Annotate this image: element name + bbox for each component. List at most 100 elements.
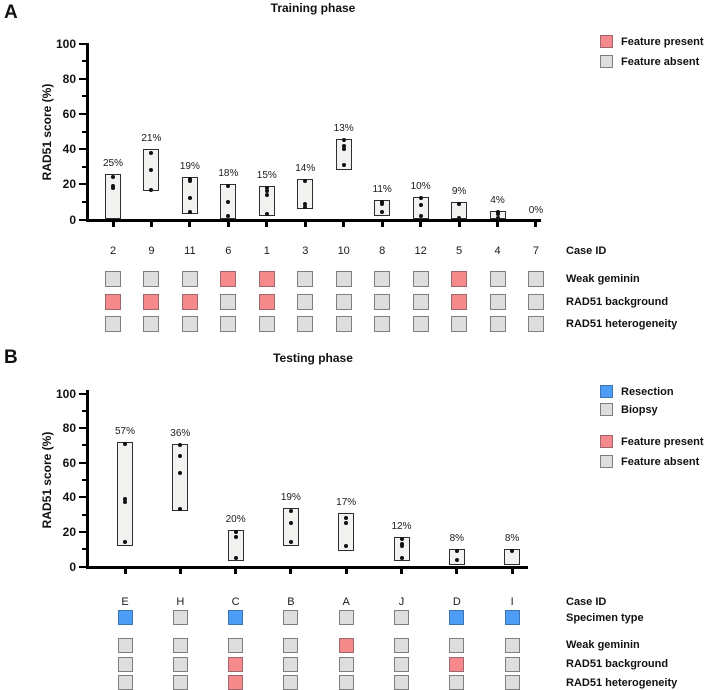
bar-value-label: 19% [179,161,200,173]
case-id-label: A [342,596,350,608]
panel-a-title: Training phase [270,1,356,15]
bar-value-label: 12% [391,521,412,533]
data-point [178,443,183,448]
data-point [233,555,238,560]
x-tick [342,222,346,227]
data-point [178,453,183,458]
legend-label: Feature absent [621,56,700,68]
feature-square-absent [283,656,299,672]
x-tick [496,222,499,227]
data-point [264,212,269,217]
y-tick-label: 40 [62,142,76,157]
feature-square-absent [220,293,237,310]
feature-square-absent [412,316,429,332]
feature-square-absent [283,637,299,653]
data-point [380,201,385,206]
feature-square-absent [374,293,391,310]
bar-case-E [117,441,133,546]
feature-square-present [220,271,237,287]
feature-square-absent [105,316,121,332]
feature-square-absent [117,675,133,690]
x-tick [178,569,182,574]
data-point [149,187,154,192]
feature-square-absent [412,293,429,310]
case-id-label: 10 [337,245,350,257]
data-point [123,441,127,446]
data-point [178,507,183,512]
feature-square-absent [412,271,429,287]
data-point [123,497,127,502]
feature-row-label: RAD51 background [566,658,669,670]
data-point [341,143,346,148]
case-id-label: 7 [532,245,539,257]
feature-square-present [143,293,160,310]
data-point [495,212,500,217]
feature-square-absent [172,637,188,653]
data-point [303,178,308,183]
y-tick-label: 40 [62,490,76,505]
y-minor-tick [82,60,86,63]
feature-square-absent [181,316,198,332]
x-tick [400,569,403,574]
feature-square-absent [172,656,188,672]
y-minor-tick [82,95,86,98]
data-point [303,201,308,206]
legend-label: Feature present [621,436,704,448]
feature-square-absent [143,271,160,287]
x-tick [344,569,348,574]
feature-square-absent [117,656,133,672]
feature-square-absent [335,271,352,287]
feature-square-biopsy [394,610,409,625]
y-minor-tick [82,130,86,133]
data-point [288,540,293,545]
data-point [111,185,115,190]
bar-value-label: 17% [336,496,357,508]
panel-b-title: Testing phase [273,351,353,365]
data-point [288,521,293,526]
case-id-label: 1 [263,245,270,257]
feature-square-resection [228,610,244,625]
data-point [149,150,154,155]
bar-value-label: 36% [170,427,191,439]
data-point [264,189,269,194]
y-major-tick [79,392,86,395]
case-id-label: D [452,596,461,608]
x-axis [86,219,541,222]
data-point [344,521,349,526]
y-tick-label: 60 [62,455,76,470]
data-point [418,196,423,201]
y-minor-tick [82,513,86,516]
bar-value-label: 0% [528,204,544,216]
feature-square-absent [181,271,198,287]
feature-square-absent [220,316,237,332]
data-point [341,138,346,143]
bar-value-label: 8% [449,533,465,545]
data-point [380,210,385,215]
feature-square-absent [374,271,391,287]
bar-case-B [282,507,299,546]
data-point [187,196,192,201]
case-id-label: 9 [148,245,155,257]
case-id-label: I [510,596,514,608]
x-tick [419,222,423,227]
y-minor-tick [82,479,86,481]
y-major-tick [79,461,86,464]
data-point [264,185,269,190]
y-tick-label: 80 [62,71,76,86]
case-id-label: J [398,596,405,608]
y-minor-tick [82,548,86,551]
feature-square-absent [258,316,275,332]
case-id-label: 6 [225,245,232,257]
y-minor-tick [82,409,86,412]
feature-square-absent [335,293,352,310]
bar-value-label: 18% [218,168,239,180]
bar-value-label: 9% [451,185,467,197]
y-minor-tick [82,165,86,168]
y-tick-label: 20 [62,524,76,539]
case-id-label: B [287,596,295,608]
feature-square-present [181,293,198,310]
x-tick [234,569,238,574]
case-id-header: Case ID [566,596,607,608]
x-tick [380,222,384,227]
y-major-tick [79,218,86,221]
